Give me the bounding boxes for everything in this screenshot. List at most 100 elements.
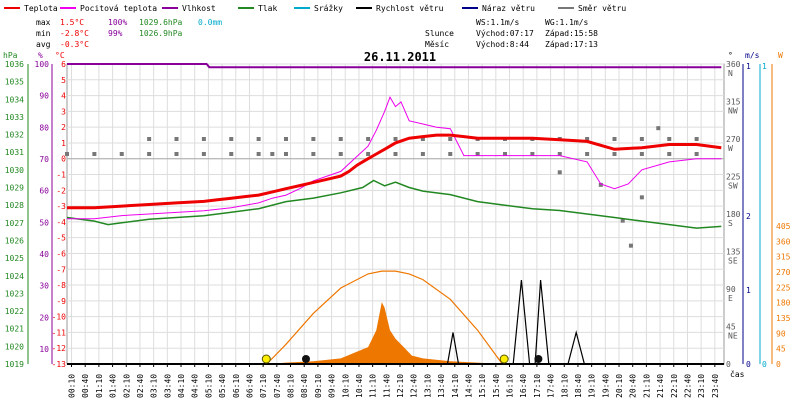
wind-dir-point [420,152,425,156]
legend-label: Srážky [314,4,343,13]
temperature-tick: 2 [61,123,66,132]
temperature-tick: 4 [61,92,66,101]
dir-tick: 315 [726,98,741,107]
sunset-marker [499,354,509,364]
wind-tick: 1 [746,62,751,71]
wind-dir-point [201,137,206,141]
x-tick-label: 19:40 [601,374,610,398]
wind-dir-point [585,152,590,156]
pressure-tick: 1033 [5,113,24,122]
temperature-tick: 5 [61,76,66,85]
x-tick-label: 08:40 [300,374,309,398]
sun-label: Slunce [425,29,454,38]
x-tick-label: 17:10 [533,374,542,398]
temperature-tick: -10 [52,313,67,322]
stat-hum: 100% [108,18,127,27]
solar-theoretical-line [266,270,503,365]
wind-dir-point [229,152,234,156]
x-tick-label: 23:40 [711,374,720,398]
pressure-tick: 1030 [5,166,24,175]
info-wg: WG:1.1m/s [545,18,589,27]
x-tick-label: 08:10 [287,374,296,398]
wind-dir-point [628,243,633,248]
stat-press: 1026.9hPa [139,29,183,38]
humidity-tick: 80 [39,123,49,132]
x-tick-label: 21:10 [642,374,651,398]
moonrise: Východ:8:44 [476,40,529,49]
humidity-tick: 90 [39,92,49,101]
solar-tick: 45 [776,345,786,354]
x-tick-label: 23:10 [697,374,706,398]
temperature-tick: 3 [61,107,66,116]
wind-dir-point [620,218,625,223]
temperature-tick: 6 [61,60,66,69]
sunrise-marker [261,354,271,364]
stat-hum: 99% [108,29,123,38]
temperature-tick: -13 [52,360,67,369]
pressure-tick: 1019 [5,360,24,369]
temperature-tick: -7 [56,265,66,274]
legend-label: Teplota [24,4,58,13]
wind-dir-point [639,152,644,156]
legend-label: Vlhkost [182,4,216,13]
pressure-tick: 1022 [5,307,24,316]
x-tick-label: 20:40 [629,374,638,398]
wind-dir-point [92,152,97,156]
wind-tick: 1 [746,286,751,295]
x-tick-label: 21:40 [656,374,665,398]
dir-tick-label: SW [728,182,738,191]
wind-dir-point [667,137,672,141]
x-tick-label: 07:10 [259,374,268,398]
axis-unit-temperature: °C [55,51,65,60]
x-tick-label: 13:40 [437,374,446,398]
humidity-line [67,63,722,69]
solar-tick: 135 [776,314,791,323]
dir-tick-label: E [728,294,733,303]
wind-dir-point [366,137,371,141]
wind-dir-point [311,152,316,156]
wind-dir-point [338,152,343,156]
legend-label: Pocitová teplota [80,4,157,13]
dir-tick: 225 [726,173,741,182]
dir-tick-label: S [728,219,733,228]
dir-tick: 360 [726,60,741,69]
x-tick-label: 14:40 [464,374,473,398]
temperature-tick: -11 [52,328,67,337]
plot-frame [66,63,725,365]
humidity-tick: 100 [35,60,50,69]
x-tick-label: 04:10 [177,374,186,398]
temperature-tick: -12 [52,344,67,353]
wind-dir-point [284,152,288,156]
stat-label: max [36,18,51,27]
x-tick-label: 01:40 [109,374,118,398]
x-tick-label: 09:40 [328,374,337,398]
wind-dir-point [65,152,69,156]
temperature-tick: 0 [61,155,66,164]
wind-dir-point [585,137,590,141]
solar-measured-area [266,302,503,364]
pressure-tick: 1035 [5,78,24,87]
pressure-tick: 1021 [5,325,24,334]
temperature-tick: -9 [56,297,66,306]
stat-press: 1029.6hPa [139,18,183,27]
wind-dir-point [448,137,453,141]
x-tick-label: 15:40 [492,374,501,398]
legend-label: Rychlost větru [376,4,444,13]
wind-dir-point [475,152,480,156]
x-tick-label: 02:10 [122,374,131,398]
wind-dir-point [503,152,507,156]
x-tick-label: 12:40 [410,374,419,398]
sunset: Západ:15:58 [545,29,598,38]
pressure-tick: 1031 [5,148,24,157]
humidity-tick: 70 [39,155,49,164]
moonset-marker [534,355,543,363]
x-tick-label: 05:40 [218,374,227,398]
wind-dir-point [448,152,453,156]
axis-unit-solar: W [778,51,783,60]
x-tick-label: 06:40 [245,374,254,398]
x-tick-label: 19:10 [588,374,597,398]
wind-dir-point [612,137,617,141]
x-axis-label: čas [730,369,745,379]
wind-dir-point [119,152,124,156]
wind-dir-point [694,137,699,141]
